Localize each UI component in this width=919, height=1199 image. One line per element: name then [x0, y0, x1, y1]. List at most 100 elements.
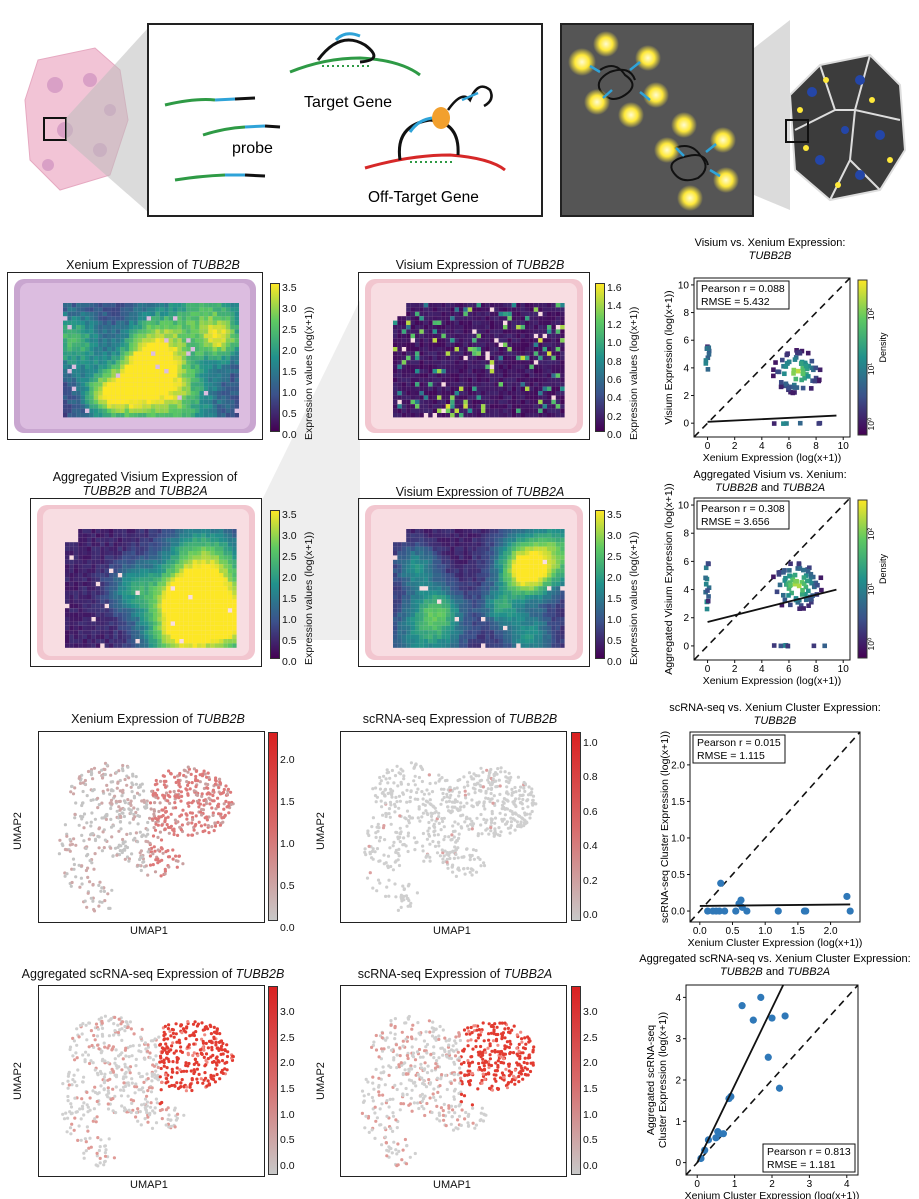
- scatter-s1: Visium vs. Xenium Expression:TUBB2B 0 2 4 6 8…: [663, 237, 888, 464]
- hexbin-cell: [790, 577, 795, 583]
- hexbin-cell: [808, 386, 814, 391]
- stats-box: [762, 1143, 856, 1173]
- hexbin-cell: [786, 593, 791, 598]
- y-tick-label: 8: [683, 529, 689, 540]
- hexbin-cell: [804, 366, 810, 372]
- umap-tubb2a-colorbar: [571, 986, 581, 1175]
- hexbin-cell: [792, 357, 798, 362]
- hexbin-cell: [801, 581, 807, 586]
- colorbar-tick: 0.2: [583, 874, 598, 887]
- colorbar-tick: 1.2: [607, 318, 622, 331]
- pearson-r: Pearson r = 0.308: [701, 503, 785, 515]
- hexbin-cell: [781, 363, 786, 369]
- hexbin-cell: [805, 350, 811, 356]
- hexbin-cell: [806, 603, 811, 608]
- scatter-title: Visium vs. Xenium Expression:: [695, 237, 846, 249]
- colorbar-tick: 3.0: [282, 303, 297, 315]
- x-tick-label: 1: [732, 1179, 738, 1190]
- pearson-r: Pearson r = 0.813: [767, 1146, 851, 1158]
- tissue-left-icon: [24, 28, 148, 212]
- colorbar-tick: 0.0: [583, 1160, 598, 1172]
- y-tick-label: 2: [683, 391, 689, 402]
- hexbin-cell: [778, 643, 784, 649]
- scatter-title-gene: TUBB2B: [749, 250, 792, 262]
- x-tick-label: 10: [838, 664, 850, 675]
- umap-scrna-plot: [363, 761, 538, 912]
- fit-line: [699, 903, 851, 907]
- hexbin-cell: [783, 364, 789, 369]
- hexbin-cell: [706, 585, 712, 590]
- hexbin-cell: [792, 581, 798, 587]
- scatter-title-gene: TUBB2B: [754, 715, 797, 727]
- data-point: [732, 907, 740, 915]
- hexbin-cell: [782, 643, 788, 648]
- hexbin-cell: [703, 361, 709, 366]
- hexbin-cell: [795, 350, 800, 356]
- hexbin-cell: [802, 375, 807, 381]
- colorbar-tick: 0.5: [280, 880, 295, 892]
- data-point: [749, 1016, 757, 1024]
- data-point: [768, 1014, 776, 1022]
- stats-box: [696, 280, 790, 310]
- data-point: [802, 907, 810, 915]
- hexbin-cell: [706, 594, 711, 599]
- colorbar-tick: 1.0: [282, 387, 297, 399]
- x-tick-label: 1.5: [791, 926, 805, 937]
- data-point: [757, 993, 765, 1001]
- colorbar-tick: 0.2: [607, 410, 622, 423]
- hexbin-cell: [778, 570, 783, 575]
- hexbin-cell: [705, 561, 711, 566]
- colorbar-tick: 2.0: [607, 572, 622, 584]
- visium-tubb2b-tissue: [365, 279, 583, 433]
- hexbin-cell: [783, 575, 788, 581]
- hexbin-cell: [809, 365, 815, 371]
- hexbin-cell: [774, 589, 780, 595]
- y-tick-label: 0: [675, 1158, 681, 1169]
- scatter-s3: scRNA-seq vs. Xenium Cluster Expression:…: [659, 702, 881, 949]
- hexbin-cell: [808, 571, 814, 577]
- hexbin-cell: [797, 350, 803, 356]
- hexbin-cell: [771, 421, 777, 426]
- hexbin-cell: [800, 366, 806, 371]
- hexbin-cell: [780, 592, 786, 598]
- umap-agg-colorbar: [268, 986, 278, 1175]
- colorbar-tick: 2.5: [607, 551, 622, 563]
- y-tick-label: 10: [678, 501, 690, 512]
- umap-scrna-colorbar: [571, 732, 581, 921]
- hexbin-cell: [703, 565, 709, 571]
- umap-xenium-xlabel: UMAP1: [130, 925, 168, 937]
- umap-scrna-xlabel: UMAP1: [433, 925, 471, 937]
- agg-visium-tissue: [37, 505, 255, 660]
- x-axis-label: Xenium Cluster Expression (log(x+1)): [685, 1190, 860, 1199]
- colorbar-tick: 0.6: [607, 373, 622, 386]
- hexbin-cell: [800, 385, 806, 391]
- colorbar-tick: 0.4: [583, 840, 598, 853]
- hexbin-cell: [780, 357, 785, 363]
- visium-tubb2b-colorbar-ticks: 1.6 1.4 1.2 1.0 0.8 0.6 0.4 0.2 0.0: [607, 278, 637, 441]
- hexbin-cell: [789, 574, 795, 579]
- hexbin-cell: [791, 371, 796, 376]
- scatter-title-gene: TUBB2B and TUBB2A: [715, 482, 825, 494]
- hexbin-cell: [790, 390, 796, 396]
- hexbin-cell: [797, 420, 803, 426]
- stats-box: [696, 500, 790, 530]
- hexbin-cell: [818, 575, 824, 581]
- hexbin-cell: [809, 599, 814, 605]
- hexbin-cell: [801, 368, 806, 374]
- rmse: RMSE = 5.432: [701, 296, 770, 308]
- colorbar-tick: 2.5: [282, 324, 297, 336]
- colorbar-tick: 0.0: [282, 429, 297, 441]
- hexbin-cell: [797, 566, 803, 571]
- hexbin-cell: [807, 565, 812, 571]
- data-point: [715, 907, 724, 915]
- visium-tubb2a-colorbar-ticks: 3.5 3.0 2.5 2.0 1.5 1.0 0.5 0.0: [607, 505, 637, 668]
- hexbin-cell: [802, 360, 808, 366]
- colorbar-tick: 1.5: [607, 593, 622, 605]
- pearson-r: Pearson r = 0.088: [701, 283, 785, 295]
- umap-points: [57, 761, 235, 913]
- identity-line: [694, 278, 850, 437]
- colorbar-tick: 1.0: [607, 337, 622, 350]
- colorbar-tick: 0.0: [607, 429, 622, 441]
- colorbar-tick: 0.8: [607, 355, 622, 368]
- hexbin-cell: [806, 588, 811, 594]
